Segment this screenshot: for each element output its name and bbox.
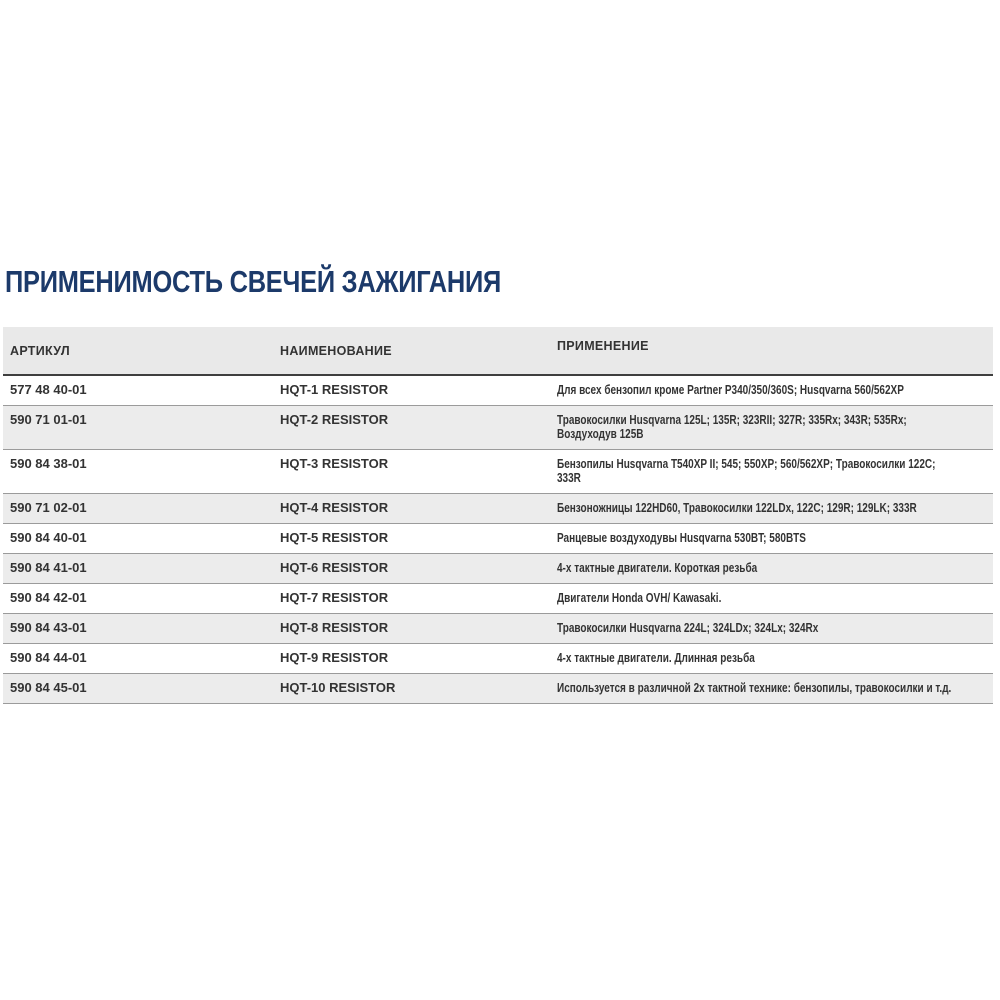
name-cell: HQT-8 RESISTOR [273,613,550,644]
application-value: Травокосилки Husqvarna 224L; 324LDx; 324… [557,621,819,635]
name-value: HQT-5 RESISTOR [280,530,389,545]
column-header-name: НАИМЕНОВАНИЕ [273,327,550,376]
name-cell: HQT-4 RESISTOR [273,493,550,524]
application-value: Используется в различной 2х тактной техн… [557,681,952,695]
article-value: 590 84 43-01 [10,620,87,635]
application-cell: 4-х тактные двигатели. Короткая резьба [550,553,993,584]
article-cell: 590 84 45-01 [3,673,273,704]
table-header: АРТИКУЛ НАИМЕНОВАНИЕ ПРИМЕНЕНИЕ [3,327,993,376]
table-row: 590 84 45-01 HQT-10 RESISTOR Используетс… [3,673,993,704]
name-cell: HQT-1 RESISTOR [273,375,550,406]
table-row: 590 84 38-01 HQT-3 RESISTOR Бензопилы Hu… [3,449,993,494]
name-cell: HQT-6 RESISTOR [273,553,550,584]
name-value: HQT-10 RESISTOR [280,680,396,695]
name-value: HQT-9 RESISTOR [280,650,389,665]
table-row: 590 71 01-01 HQT-2 RESISTOR Травокосилки… [3,405,993,450]
article-value: 590 84 44-01 [10,650,87,665]
article-value: 590 84 45-01 [10,680,87,695]
application-cell: Двигатели Honda OVH/ Kawasaki. [550,583,993,614]
application-cell: Бензопилы Husqvarna T540XP II; 545; 550X… [550,449,993,494]
column-header-article: АРТИКУЛ [3,327,273,376]
column-header-application: ПРИМЕНЕНИЕ [550,327,993,376]
name-value: HQT-1 RESISTOR [280,382,389,397]
table-row: 590 84 41-01 HQT-6 RESISTOR 4-х тактные … [3,553,993,584]
table-header-row: АРТИКУЛ НАИМЕНОВАНИЕ ПРИМЕНЕНИЕ [3,327,993,376]
article-value: 590 71 02-01 [10,500,87,515]
article-value: 590 84 38-01 [10,456,87,471]
name-value: HQT-4 RESISTOR [280,500,389,515]
application-cell: Ранцевые воздуходувы Husqvarna 530BT; 58… [550,523,993,554]
article-cell: 590 84 40-01 [3,523,273,554]
article-cell: 590 84 44-01 [3,643,273,674]
application-value: Травокосилки Husqvarna 125L; 135R; 323RI… [557,413,907,441]
name-cell: HQT-5 RESISTOR [273,523,550,554]
article-cell: 590 84 42-01 [3,583,273,614]
article-value: 577 48 40-01 [10,382,87,397]
spark-plug-applicability-table: АРТИКУЛ НАИМЕНОВАНИЕ ПРИМЕНЕНИЕ 577 48 4… [3,327,993,704]
name-cell: HQT-2 RESISTOR [273,405,550,450]
page-title: ПРИМЕНИМОСТЬ СВЕЧЕЙ ЗАЖИГАНИЯ [5,264,502,299]
table-row: 590 84 40-01 HQT-5 RESISTOR Ранцевые воз… [3,523,993,554]
name-cell: HQT-9 RESISTOR [273,643,550,674]
article-value: 590 84 40-01 [10,530,87,545]
application-value: 4-х тактные двигатели. Длинная резьба [557,651,755,665]
application-value: Ранцевые воздуходувы Husqvarna 530BT; 58… [557,531,806,545]
name-value: HQT-3 RESISTOR [280,456,389,471]
name-cell: HQT-7 RESISTOR [273,583,550,614]
table-row: 590 84 43-01 HQT-8 RESISTOR Травокосилки… [3,613,993,644]
application-value: Для всех бензопил кроме Partner P340/350… [557,383,904,397]
article-cell: 590 84 43-01 [3,613,273,644]
application-cell: Для всех бензопил кроме Partner P340/350… [550,375,993,406]
table-row: 590 71 02-01 HQT-4 RESISTOR Бензоножницы… [3,493,993,524]
article-cell: 590 84 38-01 [3,449,273,494]
column-header-application-label: ПРИМЕНЕНИЕ [557,338,649,353]
application-cell: Травокосилки Husqvarna 224L; 324LDx; 324… [550,613,993,644]
name-value: HQT-6 RESISTOR [280,560,389,575]
article-value: 590 84 42-01 [10,590,87,605]
article-value: 590 71 01-01 [10,412,87,427]
article-cell: 577 48 40-01 [3,375,273,406]
application-cell: Травокосилки Husqvarna 125L; 135R; 323RI… [550,405,993,450]
application-value: Бензопилы Husqvarna T540XP II; 545; 550X… [557,457,936,485]
name-value: HQT-7 RESISTOR [280,590,389,605]
application-cell: Бензоножницы 122HD60, Травокосилки 122LD… [550,493,993,524]
table-row: 577 48 40-01 HQT-1 RESISTOR Для всех бен… [3,375,993,406]
table-body: 577 48 40-01 HQT-1 RESISTOR Для всех бен… [3,375,993,704]
application-value: Двигатели Honda OVH/ Kawasaki. [557,591,722,605]
application-value: 4-х тактные двигатели. Короткая резьба [557,561,758,575]
article-cell: 590 71 01-01 [3,405,273,450]
column-header-name-label: НАИМЕНОВАНИЕ [280,343,392,358]
application-value: Бензоножницы 122HD60, Травокосилки 122LD… [557,501,917,515]
table-row: 590 84 42-01 HQT-7 RESISTOR Двигатели Ho… [3,583,993,614]
article-cell: 590 71 02-01 [3,493,273,524]
name-cell: HQT-10 RESISTOR [273,673,550,704]
column-header-article-label: АРТИКУЛ [10,343,70,358]
application-cell: Используется в различной 2х тактной техн… [550,673,993,704]
name-cell: HQT-3 RESISTOR [273,449,550,494]
application-cell: 4-х тактные двигатели. Длинная резьба [550,643,993,674]
article-value: 590 84 41-01 [10,560,87,575]
article-cell: 590 84 41-01 [3,553,273,584]
table-row: 590 84 44-01 HQT-9 RESISTOR 4-х тактные … [3,643,993,674]
name-value: HQT-2 RESISTOR [280,412,389,427]
name-value: HQT-8 RESISTOR [280,620,389,635]
